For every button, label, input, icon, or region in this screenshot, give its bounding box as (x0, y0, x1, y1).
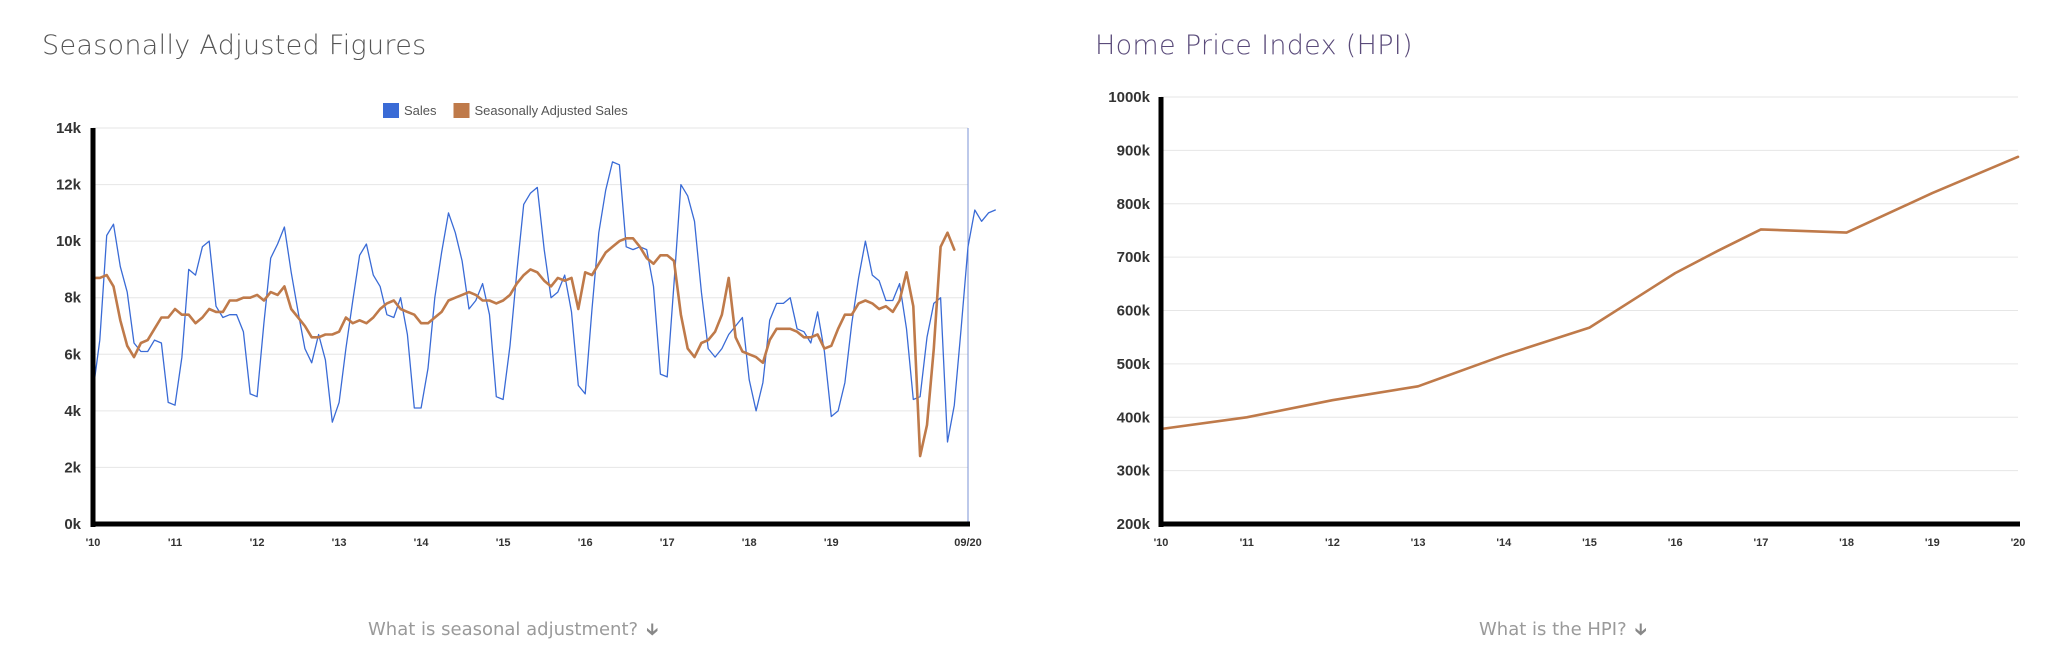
y-tick-label: 600k (1117, 303, 1151, 320)
y-tick-label: 200k (1117, 516, 1151, 533)
x-tick-label: '18 (1839, 537, 1854, 549)
x-tick-label: '17 (1753, 537, 1768, 549)
x-tick-label: '14 (414, 537, 430, 549)
series-line-series-0 (1159, 155, 2020, 431)
x-tick-label: '16 (578, 537, 593, 549)
x-tick-label: '15 (1582, 537, 1597, 549)
x-tick-label: '12 (250, 537, 265, 549)
y-tick-label: 500k (1117, 356, 1151, 373)
x-tick-label: '11 (1240, 537, 1254, 549)
y-tick-label: 700k (1117, 249, 1151, 266)
y-tick-label: 10k (56, 233, 82, 250)
x-tick-label: '11 (168, 537, 182, 549)
x-tick-label: '18 (742, 537, 757, 549)
x-tick-label: '19 (824, 537, 839, 549)
y-tick-label: 1000k (1108, 89, 1150, 106)
arrow-down-icon: 🡳 (1634, 620, 1647, 640)
seasonal-chart-title: Seasonally Adjusted Figures (42, 30, 427, 61)
x-tick-label: 09/20 (954, 537, 982, 549)
y-tick-label: 800k (1117, 196, 1151, 213)
series-line-seasonally-adjusted-sales (91, 231, 956, 458)
legend-swatch (453, 103, 470, 118)
y-tick-label: 900k (1117, 142, 1151, 159)
y-tick-label: 400k (1117, 409, 1151, 426)
x-tick-label: '16 (1668, 537, 1683, 549)
hpi-help-text: What is the HPI? (1479, 619, 1627, 640)
y-tick-label: 2k (64, 459, 81, 476)
seasonal-adjustment-help-link[interactable]: What is seasonal adjustment? 🡳 (368, 617, 658, 646)
legend-entry: Sales (404, 103, 437, 118)
legend-entry: Seasonally Adjusted Sales (475, 103, 629, 118)
y-tick-label: 14k (56, 120, 82, 137)
x-tick-label: '10 (86, 537, 101, 549)
seasonal-adjustment-help-text: What is seasonal adjustment? (368, 619, 639, 640)
x-tick-label: '19 (1925, 537, 1940, 549)
hpi-chart-title: Home Price Index (HPI) (1095, 30, 1413, 61)
x-tick-label: '17 (660, 537, 675, 549)
x-tick-label: '14 (1496, 537, 1512, 549)
y-tick-label: 0k (64, 516, 81, 533)
y-tick-label: 8k (64, 290, 81, 307)
x-tick-label: '20 (2011, 537, 2026, 549)
y-tick-label: 300k (1117, 463, 1151, 480)
x-tick-label: '10 (1154, 537, 1169, 549)
hpi-help-link[interactable]: What is the HPI? 🡳 (1479, 617, 1647, 646)
x-tick-label: '13 (1411, 537, 1426, 549)
x-tick-label: '12 (1325, 537, 1340, 549)
series-line-sales (92, 161, 996, 443)
arrow-down-icon: 🡳 (646, 620, 659, 640)
y-tick-label: 4k (64, 403, 81, 420)
x-tick-label: '13 (332, 537, 347, 549)
legend-swatch (383, 103, 399, 118)
y-tick-label: 12k (56, 177, 82, 194)
y-tick-label: 6k (64, 346, 81, 363)
x-tick-label: '15 (496, 537, 511, 549)
